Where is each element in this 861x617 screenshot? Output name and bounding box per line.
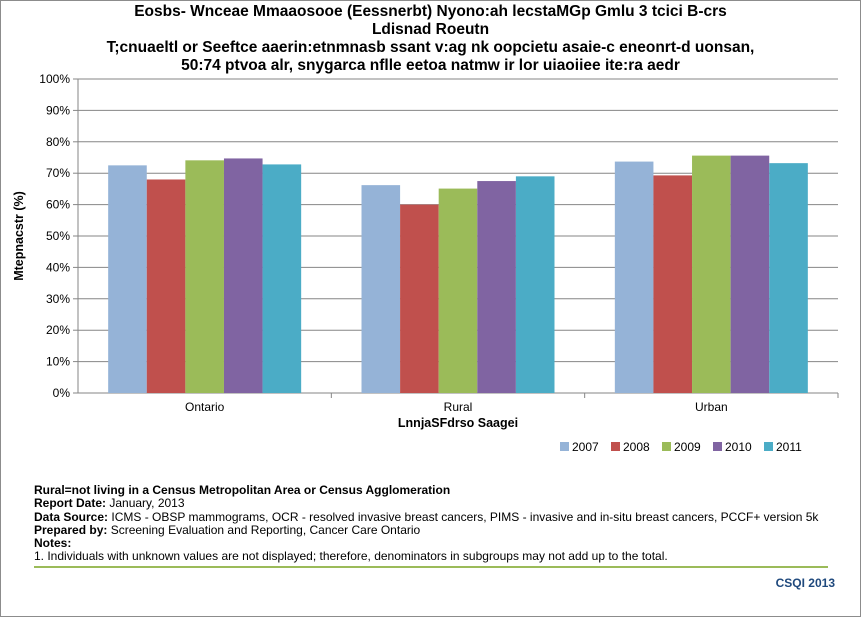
bar-ontario-2010: [223, 158, 263, 393]
y-tick-label: 40%: [46, 260, 70, 274]
bar-rural-2007: [361, 185, 401, 393]
notes-block: Rural=not living in a Census Metropolita…: [34, 483, 819, 564]
bar-urban-2008: [653, 175, 693, 393]
y-tick-label: 100%: [39, 72, 70, 86]
bar-ontario-2007: [108, 165, 147, 393]
bar-chart: 0% 10% 20% 30% 40% 50% 60% 70% 80% 90% 100% Ontario…: [12, 72, 839, 454]
chart-title-line-2: Ldisnad Roeutn: [371, 21, 490, 38]
legend-label-2008: 2008: [623, 440, 650, 454]
bar-rural-2011: [515, 176, 555, 393]
footer-credit: CSQI 2013: [775, 576, 835, 590]
bar-rural-2009: [438, 188, 478, 393]
x-tick-label: Ontario: [185, 400, 225, 414]
bar-rural-2008: [400, 204, 439, 393]
rural-definition: Rural=not living in a Census Metropolita…: [34, 483, 451, 497]
bar-ontario-2011: [262, 164, 302, 393]
bar-urban-2011: [769, 163, 808, 393]
x-tick-label: Rural: [444, 400, 473, 414]
bar-urban-2007: [614, 161, 654, 393]
y-tick-label: 10%: [46, 355, 70, 369]
y-tick-label: 90%: [46, 103, 70, 117]
legend-swatch-2008: [611, 442, 620, 451]
legend-label-2007: 2007: [572, 440, 599, 454]
y-tick-label: 60%: [46, 198, 70, 212]
x-tick-label: Urban: [695, 400, 728, 414]
divider-rule: [34, 566, 828, 568]
legend-swatch-2010: [713, 442, 722, 451]
legend-label-2009: 2009: [674, 440, 701, 454]
legend-swatch-2011: [764, 442, 773, 451]
legend-swatch-2007: [560, 442, 569, 451]
bar-urban-2010: [730, 155, 770, 393]
legend-label-2011: 2011: [776, 440, 802, 454]
chart-title-line-4: 50:74 ptvoa alr, snygarca nflle eetoa na…: [181, 57, 680, 74]
prepared-by-label: Prepared by:: [34, 522, 108, 537]
legend-swatch-2009: [662, 442, 671, 451]
bar-ontario-2008: [146, 179, 186, 393]
legend-label-2010: 2010: [725, 440, 752, 454]
report-date-value: January, 2013: [106, 496, 185, 511]
notes-label: Notes:: [34, 536, 72, 551]
y-tick-label: 70%: [46, 166, 70, 180]
chart-title-line-1: Eosbs- Wnceae Mmaaosooe (Eessnerbt) Nyon…: [134, 3, 727, 20]
x-axis-title: LnnjaSFdrso Saagei: [398, 416, 518, 430]
bar-urban-2009: [692, 155, 731, 393]
bar-ontario-2009: [185, 160, 224, 393]
y-tick-label: 80%: [46, 135, 70, 149]
y-axis-title: Mtepnacstr (%): [12, 191, 26, 281]
chart-title-line-3: T;cnuaeltl or Seeftce aaerin:etnmnasb ss…: [106, 39, 755, 56]
note-1: 1. Individuals with unknown values are n…: [34, 549, 668, 564]
y-tick-label: 30%: [46, 292, 70, 306]
prepared-by-value: Screening Evaluation and Reporting, Canc…: [107, 522, 421, 537]
chart-title: Eosbs- Wnceae Mmaaosooe (Eessnerbt) Nyon…: [0, 3, 861, 75]
y-tick-label: 20%: [46, 323, 70, 337]
report-date-label: Report Date:: [34, 496, 107, 511]
y-tick-label: 50%: [46, 229, 70, 243]
data-source-value: ICMS - OBSP mammograms, OCR - resolved i…: [108, 509, 819, 524]
data-source-label: Data Source:: [34, 509, 109, 524]
y-tick-label: 0%: [53, 386, 71, 400]
bar-rural-2010: [477, 181, 516, 393]
